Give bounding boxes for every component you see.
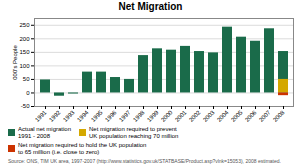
- svg-text:1997: 1997: [118, 109, 132, 123]
- svg-text:2003: 2003: [202, 109, 216, 123]
- svg-text:2008: 2008: [272, 109, 286, 123]
- svg-text:1996: 1996: [104, 109, 118, 123]
- svg-text:1998: 1998: [132, 109, 146, 123]
- html-text:Net Migration: Net Migration: [118, 1, 183, 12]
- svg-text:2006: 2006: [244, 109, 258, 123]
- svg-text:-50: -50: [21, 103, 30, 109]
- svg-text:2000: 2000: [160, 109, 174, 123]
- svg-text:2007: 2007: [258, 109, 272, 123]
- svg-text:1999: 1999: [146, 109, 160, 123]
- svg-text:1993: 1993: [62, 109, 76, 123]
- html-text:Actual net migration 1991 - 20: Actual net migration 1991 - 2008: [18, 126, 71, 139]
- svg-text:2005: 2005: [230, 109, 244, 123]
- svg-text:1995: 1995: [90, 109, 104, 123]
- html-text:Net migration required to hold: Net migration required to hold the UK po…: [18, 142, 147, 155]
- svg-text:000's People: 000's People: [12, 45, 18, 80]
- svg-text:1992: 1992: [48, 109, 62, 123]
- svg-text:200: 200: [19, 36, 30, 42]
- html-text:Source: ONS, TIM UK area, 1997: Source: ONS, TIM UK area, 1997-2007 (htt…: [8, 158, 281, 164]
- svg-text:150: 150: [19, 49, 30, 55]
- svg-text:1994: 1994: [76, 109, 90, 123]
- svg-text:50: 50: [23, 76, 30, 82]
- html-text:Net migration required to prev: Net migration required to prevent UK pop…: [89, 126, 179, 139]
- svg-text:250: 250: [19, 22, 30, 28]
- svg-text:0: 0: [26, 90, 30, 96]
- svg-text:2001: 2001: [174, 109, 188, 123]
- svg-text:1991: 1991: [34, 109, 48, 123]
- svg-text:2004: 2004: [216, 109, 230, 123]
- svg-text:100: 100: [19, 63, 30, 69]
- svg-text:2002: 2002: [188, 109, 202, 123]
